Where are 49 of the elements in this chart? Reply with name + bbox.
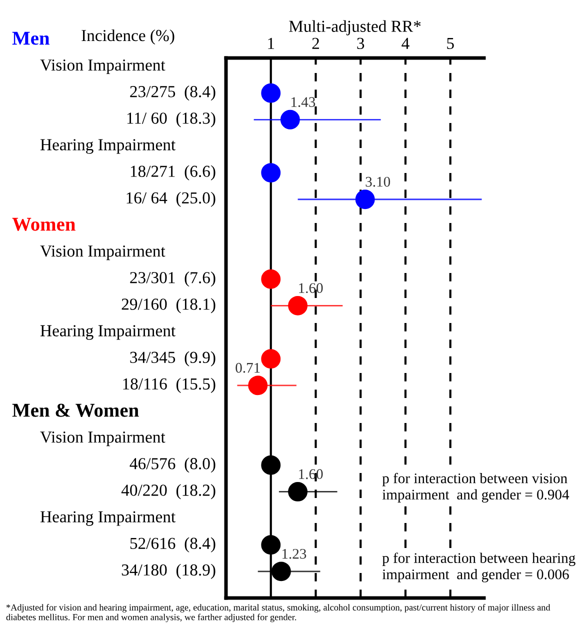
y-tick-label: 23/301 (7.6)	[130, 272, 216, 287]
text: Vision Impairment	[40, 432, 166, 446]
text: Vision Impairment	[40, 246, 166, 260]
text: Women	[12, 218, 76, 231]
point	[261, 269, 281, 289]
x-tick-label: 2	[312, 38, 319, 49]
y-tick-label: 52/616 (8.4)	[130, 537, 216, 552]
data-label: 0.71	[236, 362, 260, 373]
y-tick-label: 40/220 (18.2)	[121, 484, 216, 500]
point	[261, 163, 281, 183]
y-tick-label: 46/576 (8.0)	[130, 458, 216, 473]
point	[261, 535, 281, 555]
y-tick-label: 23/275 (8.4)	[130, 86, 216, 101]
point	[261, 455, 281, 475]
annotation: p for interaction between vision impairment and gender = 0.904	[382, 472, 570, 503]
x-tick-label: 1	[268, 38, 274, 49]
y-tick-label: 11/ 60 (18.3)	[127, 112, 216, 128]
text: Hearing Impairment	[40, 511, 176, 526]
text: Vision Impairment	[40, 59, 166, 74]
text: Incidence (%)	[82, 29, 174, 45]
point	[271, 562, 291, 582]
data-label: 1.23	[282, 548, 306, 559]
data-label: 1.60	[299, 469, 323, 480]
y-tick-label: 34/180 (18.9)	[122, 564, 216, 579]
data-label: 1.60	[299, 283, 323, 294]
y-tick-label: 34/345 (9.9)	[130, 351, 216, 366]
text: Men	[12, 32, 50, 45]
annotation: p for interaction between hearing impairment and gender = 0.006	[382, 552, 576, 582]
point	[261, 83, 281, 103]
point	[248, 376, 268, 396]
point	[280, 110, 300, 130]
point	[355, 190, 375, 210]
data-label: 1.43	[291, 97, 316, 108]
text: Hearing Impairment	[40, 139, 176, 154]
y-tick-label: 29/160 (18.1)	[122, 298, 216, 314]
y-tick-label: 18/271 (6.6)	[130, 165, 216, 180]
x-tick-label: 4	[402, 38, 410, 49]
point	[288, 296, 308, 316]
x-axis-title: Multi-adjusted RR*	[289, 20, 421, 36]
x-tick-label: 5	[447, 38, 454, 50]
x-tick-label: 3	[357, 38, 364, 50]
y-tick-label: 18/116 (15.5)	[123, 378, 216, 393]
text: Men & Women	[12, 404, 139, 417]
data-label: 3.10	[366, 176, 390, 187]
point	[288, 482, 308, 502]
text: Hearing Impairment	[40, 325, 176, 340]
point	[261, 349, 281, 369]
text: *Adjusted for vision and hearing impairment, age, education, marital status, smoking, alcohol consumption, past/current history of major illness and diabetes mellitus. For men and women analysis, we farther adjusted for gender.	[6, 604, 550, 622]
y-tick-label: 16/ 64 (25.0)	[126, 192, 216, 207]
